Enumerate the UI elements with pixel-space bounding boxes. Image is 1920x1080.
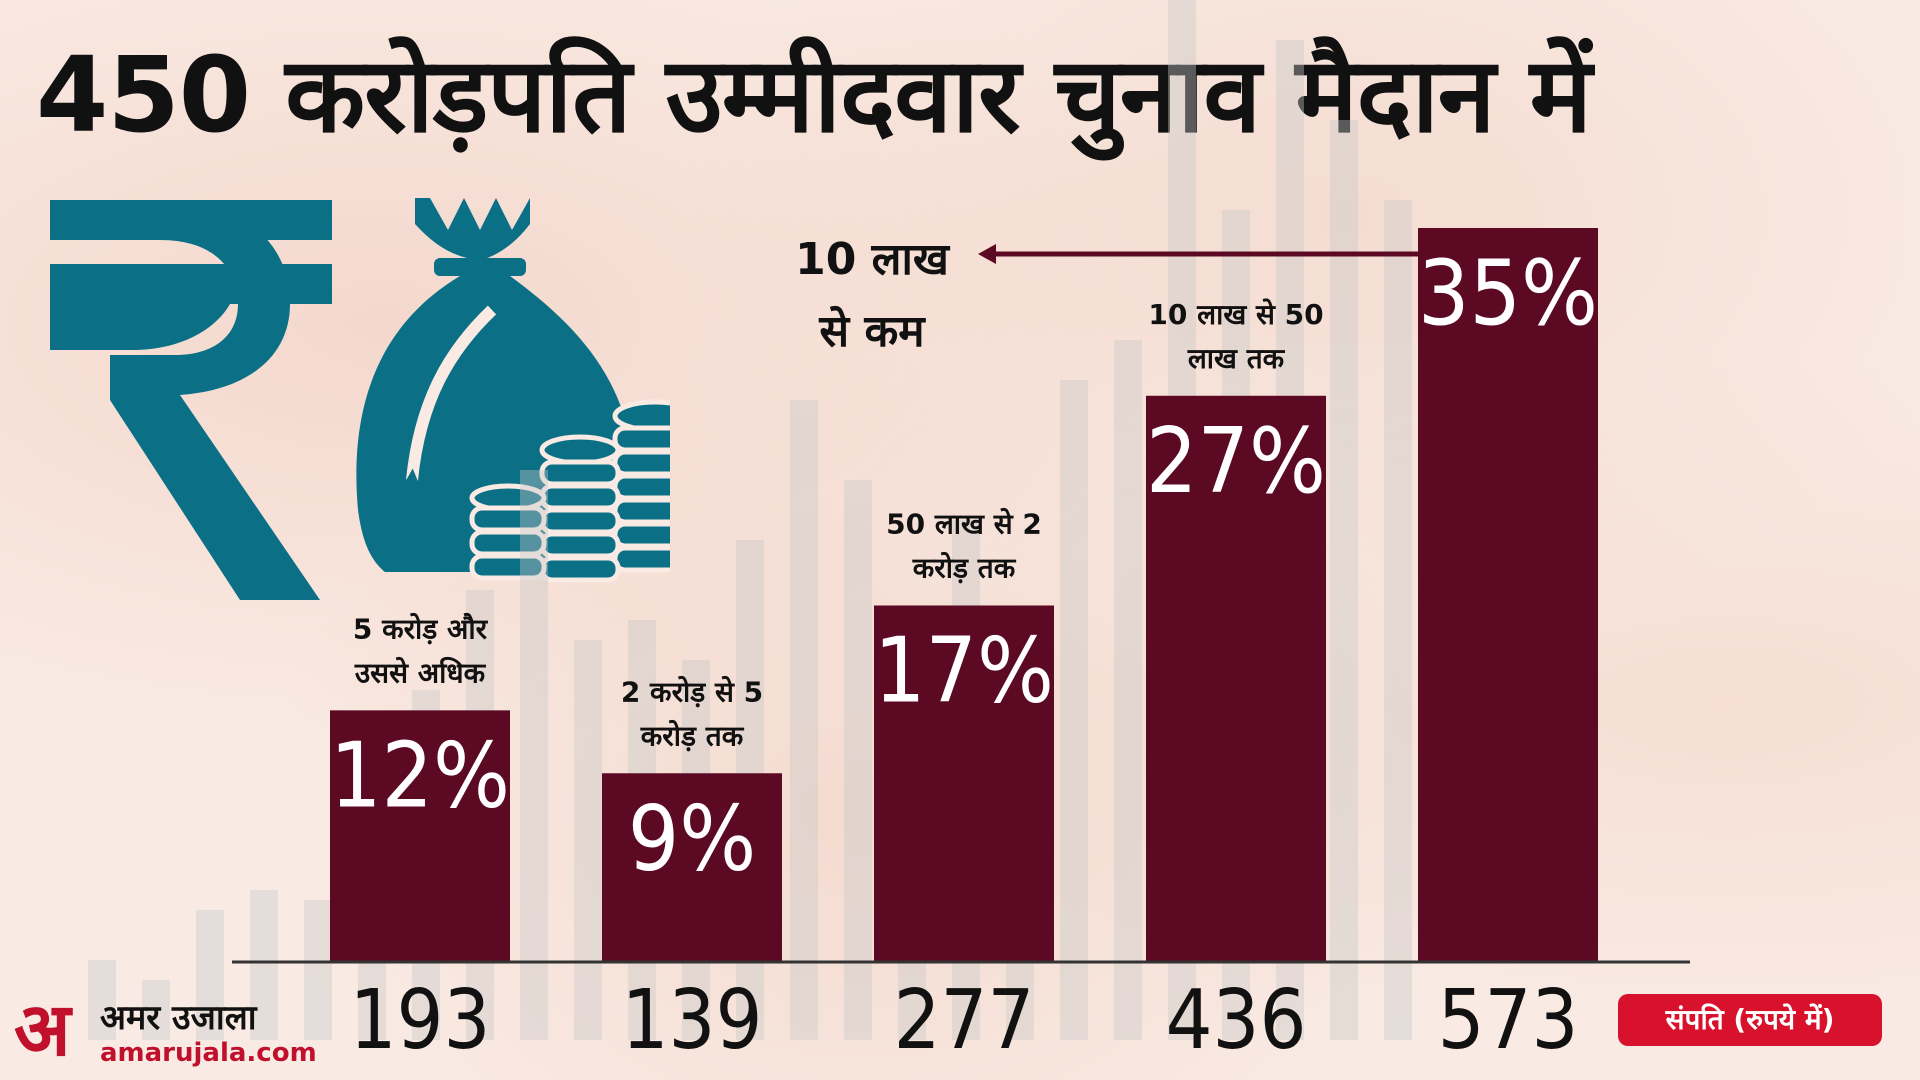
- coin-stack-icon: [469, 399, 670, 583]
- category-label: 10 लाख से 50: [1148, 298, 1323, 331]
- background-bar: [574, 640, 602, 1040]
- background-bar: [1060, 380, 1088, 1040]
- brand-logo: अ अमर उजाला amarujala.com: [14, 990, 324, 1074]
- category-label: से कम: [818, 305, 926, 357]
- category-label: उससे अधिक: [354, 656, 487, 689]
- bar: [330, 710, 510, 962]
- logo-name: अमर उजाला: [100, 998, 257, 1038]
- candidate-count-label: 277: [894, 973, 1035, 1068]
- background-bar: [1114, 340, 1142, 1040]
- rupee-money-illustration: [50, 198, 670, 600]
- pointer-arrowhead: [978, 244, 996, 264]
- background-bar: [520, 470, 548, 1040]
- background-bar: [1384, 200, 1412, 1040]
- background-bar: [790, 400, 818, 1040]
- bar-value-label: 35%: [1418, 241, 1598, 346]
- bar-value-label: 9%: [628, 786, 756, 891]
- candidate-count-label: 139: [622, 973, 763, 1068]
- category-label: 5 करोड़ और: [353, 612, 489, 645]
- category-label: 10 लाख: [795, 234, 951, 285]
- bar: [1146, 395, 1326, 962]
- background-bar: [250, 890, 278, 1040]
- background-bar: [304, 900, 332, 1040]
- background-bar: [142, 980, 170, 1040]
- category-label: करोड़ तक: [912, 551, 1017, 584]
- background-bar: [1330, 120, 1358, 1040]
- candidate-count-label: 573: [1438, 973, 1579, 1068]
- category-label: 2 करोड़ से 5: [621, 675, 763, 708]
- rupee-icon: [50, 200, 332, 600]
- bar: [1418, 228, 1598, 962]
- bar-series: 12% 193 5 करोड़ और उससे अधिक 9% 139 2 करोड़ से…: [330, 228, 1598, 1068]
- logo-mark: अ: [14, 987, 71, 1073]
- logo-site: amarujala.com: [100, 1038, 317, 1068]
- bar: [874, 605, 1054, 962]
- category-label: लाख तक: [1187, 342, 1286, 375]
- page-title: 450 करोड़पति उम्मीदवार चुनाव मैदान में: [36, 34, 1592, 156]
- candidate-count-label: 193: [350, 973, 491, 1068]
- unit-badge: संपति (रुपये में): [1618, 994, 1882, 1046]
- category-label: करोड़ तक: [640, 719, 745, 752]
- bar-value-label: 12%: [330, 723, 510, 828]
- background-bar: [88, 960, 116, 1040]
- category-pointer-arrow: [978, 244, 1418, 264]
- background-bar: [196, 910, 224, 1040]
- category-label: 50 लाख से 2: [886, 507, 1042, 540]
- background-bar: [844, 480, 872, 1040]
- bar-value-label: 27%: [1146, 409, 1326, 514]
- bar-value-label: 17%: [874, 618, 1054, 723]
- candidate-count-label: 436: [1166, 973, 1307, 1068]
- bar: [602, 773, 782, 962]
